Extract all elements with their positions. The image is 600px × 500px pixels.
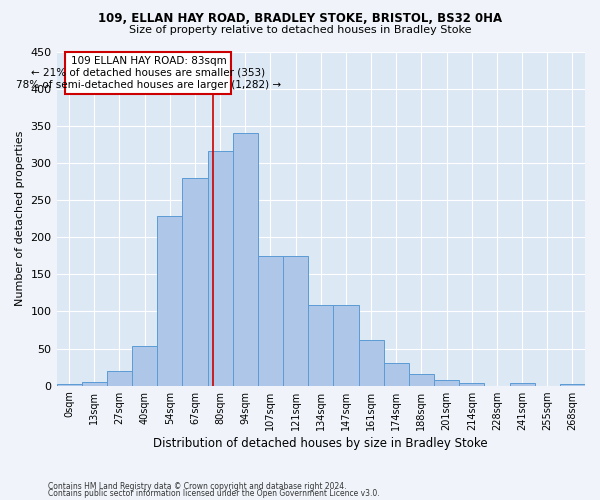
Text: Contains public sector information licensed under the Open Government Licence v3: Contains public sector information licen…	[48, 490, 380, 498]
Bar	[560, 384, 585, 386]
Bar	[182, 178, 208, 386]
Bar	[409, 374, 434, 386]
Bar	[509, 382, 535, 386]
Bar	[383, 364, 409, 386]
Bar	[107, 371, 132, 386]
Bar	[334, 306, 359, 386]
Text: 78% of semi-detached houses are larger (1,282) →: 78% of semi-detached houses are larger (…	[16, 80, 281, 90]
Bar	[233, 133, 258, 386]
Bar	[434, 380, 459, 386]
Bar	[283, 256, 308, 386]
Bar	[82, 382, 107, 386]
Bar	[359, 340, 383, 386]
FancyBboxPatch shape	[65, 52, 232, 94]
Text: ← 21% of detached houses are smaller (353): ← 21% of detached houses are smaller (35…	[31, 68, 265, 78]
Text: Size of property relative to detached houses in Bradley Stoke: Size of property relative to detached ho…	[129, 25, 471, 35]
X-axis label: Distribution of detached houses by size in Bradley Stoke: Distribution of detached houses by size …	[154, 437, 488, 450]
Bar	[459, 382, 484, 386]
Text: 109 ELLAN HAY ROAD: 83sqm: 109 ELLAN HAY ROAD: 83sqm	[71, 56, 226, 66]
Bar	[132, 346, 157, 386]
Y-axis label: Number of detached properties: Number of detached properties	[15, 131, 25, 306]
Bar	[157, 216, 182, 386]
Text: Contains HM Land Registry data © Crown copyright and database right 2024.: Contains HM Land Registry data © Crown c…	[48, 482, 347, 491]
Text: 109, ELLAN HAY ROAD, BRADLEY STOKE, BRISTOL, BS32 0HA: 109, ELLAN HAY ROAD, BRADLEY STOKE, BRIS…	[98, 12, 502, 26]
Bar	[56, 384, 82, 386]
Bar	[208, 151, 233, 386]
Bar	[258, 256, 283, 386]
Bar	[308, 306, 334, 386]
